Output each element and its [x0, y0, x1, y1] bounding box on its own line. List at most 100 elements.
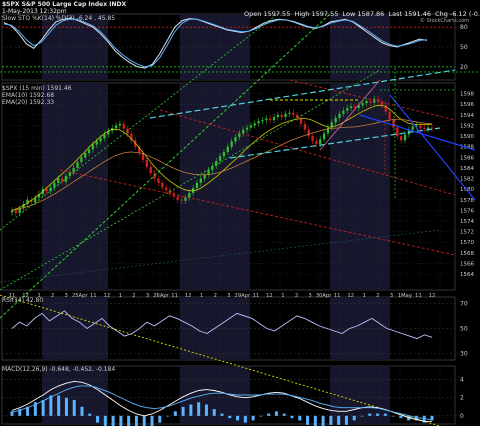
macd-histogram-bar — [337, 415, 341, 425]
x-tick-label: 2 — [214, 293, 217, 299]
macd-histogram-bar — [80, 406, 84, 416]
x-tick-label: 12 — [266, 293, 273, 299]
x-tick-label: 1 — [363, 293, 366, 299]
price-tick-label: 1566 — [460, 261, 474, 267]
x-tick-label: 3 — [390, 293, 393, 299]
macd-histogram-bar — [88, 413, 92, 416]
candle-body — [145, 159, 149, 167]
cyan-trend-lower — [229, 127, 441, 159]
candle-body — [334, 118, 337, 123]
candle-body — [211, 165, 214, 171]
candle-body — [153, 173, 156, 179]
candle-body — [346, 107, 349, 111]
red-channel-mid — [159, 109, 456, 196]
macd-histogram-bar — [290, 415, 294, 419]
candle-body — [280, 114, 283, 117]
green-channel-mid — [0, 11, 281, 231]
macd-session-shade-2 — [330, 366, 390, 424]
candle-body — [53, 182, 56, 188]
candle-body — [33, 197, 37, 202]
watermark: © StockCharts.com — [420, 18, 470, 24]
candle-body — [91, 144, 95, 150]
x-tick-label: 12 — [22, 293, 29, 299]
macd-histogram-bar — [228, 415, 232, 419]
low-value: 1587.86 — [357, 10, 385, 18]
macd-histogram-bar — [134, 415, 138, 426]
macd-histogram-bar — [267, 413, 271, 416]
candle-body — [357, 105, 360, 108]
candle-body — [180, 199, 183, 201]
x-tick-label: 12 — [104, 293, 111, 299]
x-tick-label: 11 — [90, 293, 97, 299]
macd-histogram-bar — [64, 397, 68, 416]
candle-body — [253, 123, 256, 126]
candle-body — [57, 178, 60, 183]
candle-body — [419, 125, 422, 129]
macd-histogram-bar — [18, 409, 22, 416]
candle-body — [307, 129, 310, 137]
candle-body — [353, 106, 357, 108]
stoch-label: Slow STO %K(14) %D(3) -6.24 , 45.85 — [2, 15, 116, 22]
macd-histogram-bar — [422, 415, 426, 423]
teal-dotted-line — [0, 229, 441, 283]
candle-body — [411, 126, 414, 130]
candle-body — [207, 170, 210, 175]
price-tick-label: 1590 — [460, 134, 474, 140]
candle-body — [76, 162, 79, 168]
rsi-label: RSI(14) 42.80 — [2, 297, 44, 304]
candle-body — [322, 133, 326, 140]
macd-histogram-bar — [321, 415, 325, 426]
macd-histogram-bar — [189, 404, 193, 416]
candle-body — [80, 157, 83, 163]
candle-body — [415, 125, 418, 127]
macd-histogram-bar — [204, 404, 208, 416]
price-session-shade-0 — [42, 83, 108, 290]
candle-body — [122, 123, 125, 129]
macd-histogram-bar — [166, 415, 170, 417]
candle-body — [234, 137, 237, 142]
macd-histogram-bar — [119, 415, 123, 426]
last-value: 1591.46 — [404, 10, 431, 18]
price-session-shade-1 — [180, 83, 250, 290]
candle-body — [272, 116, 276, 121]
x-tick-label: 11 — [334, 293, 341, 299]
macd-histogram-bar — [103, 415, 107, 426]
macd-histogram-bar — [158, 415, 162, 423]
candle-body — [349, 106, 353, 108]
candle-body — [99, 138, 102, 142]
price-legend-2: EMA(10) 1592.68 — [2, 92, 55, 99]
high-label: High — [294, 10, 310, 18]
x-tick-label: 1 — [200, 293, 203, 299]
macd-histogram-bar — [383, 413, 387, 416]
candle-body — [126, 128, 129, 134]
x-tick-label: 2 — [295, 293, 298, 299]
candle-body — [330, 122, 333, 128]
x-tick-label: 12 — [429, 293, 436, 299]
macd-histogram-bar — [57, 395, 61, 416]
open-label: Open — [244, 10, 262, 18]
macd-histogram-bar — [41, 399, 45, 416]
candle-body — [426, 127, 430, 130]
candle-body — [384, 105, 387, 112]
candle-body — [303, 123, 306, 130]
x-tick-label: 26Apr — [153, 293, 169, 299]
blue-trend-1 — [389, 94, 476, 201]
macd-tick-label: 0 — [460, 413, 464, 420]
yellow-long-trend — [0, 294, 441, 426]
macd-histogram-bar — [329, 415, 333, 425]
candle-body — [188, 192, 191, 198]
candle-body — [64, 175, 68, 182]
price-tick-label: 1570 — [460, 240, 474, 246]
candle-body — [60, 178, 64, 182]
candle-body — [172, 193, 175, 197]
candle-body — [141, 153, 145, 160]
candle-body — [288, 112, 291, 114]
price-tick-label: 1574 — [460, 219, 474, 225]
macd-histogram-bar — [282, 413, 286, 416]
candle-body — [95, 141, 98, 145]
macd-histogram-bar — [344, 415, 348, 425]
macd-label: MACD(12,26,9) -0.648, -0.452, -0.184 — [2, 366, 116, 373]
chg-label: Chg — [435, 10, 448, 18]
candle-body — [22, 204, 25, 209]
